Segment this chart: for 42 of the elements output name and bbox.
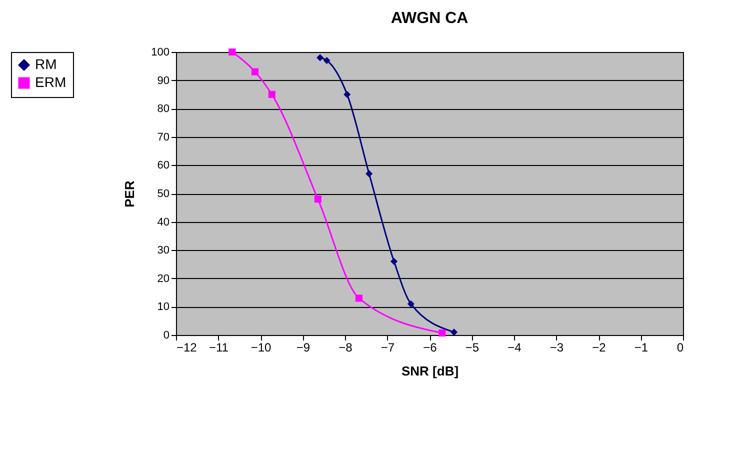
x-tick-label: −5	[465, 340, 480, 354]
point	[344, 90, 351, 98]
point	[314, 196, 322, 203]
point	[323, 56, 330, 64]
point	[407, 300, 414, 308]
x-tick-label: −3	[550, 340, 564, 354]
point	[366, 170, 373, 178]
legend-label: RM	[35, 56, 57, 72]
x-tick-label: −11	[209, 340, 229, 354]
chart-title: AWGN CA	[390, 10, 469, 27]
y-tick-label: 70	[157, 131, 170, 144]
point	[450, 328, 458, 336]
y-tick-label: 30	[157, 244, 170, 257]
x-tick-label: −8	[338, 340, 353, 354]
x-tick-label: −2	[592, 340, 606, 354]
point	[268, 90, 276, 98]
x-tick-label: −6	[423, 340, 438, 354]
x-tick-label: 0	[676, 340, 684, 354]
y-tick-label: 60	[157, 160, 170, 172]
point	[316, 54, 324, 62]
point	[228, 48, 236, 56]
point	[438, 329, 446, 337]
y-tick-label: 10	[157, 301, 170, 314]
y-tick-label: 50	[157, 188, 170, 200]
y-tick-label: 80	[157, 103, 170, 116]
point	[390, 258, 398, 265]
x-tick-label: −9	[296, 340, 310, 354]
y-tick-label: 90	[157, 74, 170, 87]
point	[251, 68, 259, 76]
y-tick-label: 0	[163, 330, 170, 342]
x-tick-label: −1	[634, 340, 648, 354]
point	[355, 294, 362, 302]
x-axis-title: SNR [dB]	[401, 364, 459, 378]
y-tick-label: 20	[157, 272, 170, 285]
x-tick-label: −7	[380, 340, 395, 354]
legend-label: ERM	[35, 74, 66, 90]
y-tick-label: 40	[157, 216, 170, 228]
x-tick-label: −12	[176, 340, 198, 354]
y-tick-label: 100	[151, 46, 170, 58]
x-tick-label: −10	[250, 340, 272, 354]
y-axis-title: PER	[122, 180, 138, 208]
x-tick-label: −4	[508, 340, 522, 354]
